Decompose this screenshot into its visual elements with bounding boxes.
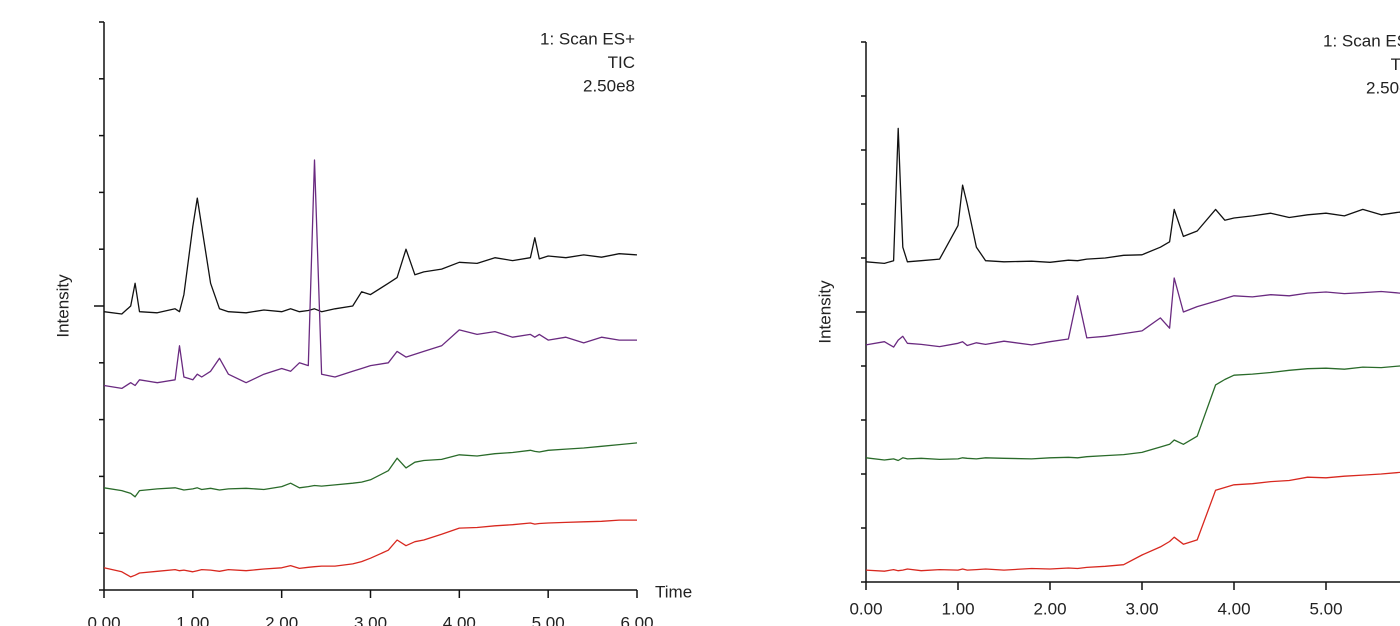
trace [865,471,1400,572]
chart-title: 1: Scan ES+ [540,29,635,48]
trace [103,442,638,498]
x-tick-label: 2.00 [265,613,298,626]
y-axis-label: Intensity [53,274,72,338]
x-tick-label: 0.00 [87,613,120,626]
trace [103,159,637,390]
x-tick-label: 5.00 [1309,599,1342,618]
x-tick-label: 4.00 [443,613,476,626]
x-tick-label: 2.00 [1033,599,1066,618]
trace [103,519,637,578]
x-tick-label: 3.00 [1125,599,1158,618]
chart-title: 1: Scan ES+ [1323,31,1400,50]
x-tick-label: 1.00 [176,613,209,626]
x-tick-label: 5.00 [532,613,565,626]
chart-title: TIC [608,53,635,72]
x-tick-label: 6.00 [620,613,653,626]
chart-title: TIC [1391,55,1400,74]
x-tick-label: 4.00 [1217,599,1250,618]
y-axis-label: Intensity [815,280,834,344]
x-axis-label: Time [655,582,692,601]
chart-title: 2.50e8 [583,76,635,95]
x-tick-label: 0.00 [849,599,882,618]
chart-title: 2.50e8 [1366,78,1400,97]
trace [865,127,1400,265]
trace [865,365,1400,462]
trace [103,197,638,315]
trace [865,277,1400,348]
x-tick-label: 1.00 [941,599,974,618]
x-tick-label: 3.00 [354,613,387,626]
